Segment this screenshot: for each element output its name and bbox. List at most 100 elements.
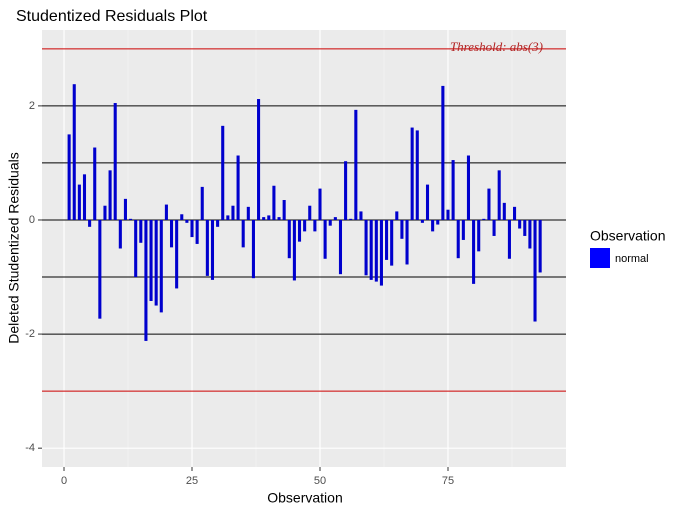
bar xyxy=(134,219,138,278)
y-tick-label: 2 xyxy=(29,100,35,112)
bar xyxy=(523,219,527,236)
bar xyxy=(164,204,168,220)
y-tick-label: -2 xyxy=(25,328,35,340)
bar xyxy=(169,219,174,248)
bar xyxy=(277,217,281,220)
bar xyxy=(118,219,122,249)
bar xyxy=(200,186,204,220)
bar xyxy=(333,217,337,220)
bar xyxy=(216,219,220,227)
x-tick-label: 75 xyxy=(442,475,454,487)
bar xyxy=(410,127,414,220)
bar xyxy=(492,219,496,236)
bar xyxy=(251,219,255,279)
bar xyxy=(308,205,312,220)
bar xyxy=(461,219,465,240)
bar xyxy=(431,219,435,232)
bar xyxy=(246,206,250,220)
x-tick-label: 50 xyxy=(314,475,326,487)
bar xyxy=(400,219,404,239)
x-tick-label: 0 xyxy=(61,475,67,487)
bar xyxy=(477,219,481,252)
bar xyxy=(123,198,127,220)
bar xyxy=(425,184,430,220)
legend-key xyxy=(590,248,610,268)
bar xyxy=(323,219,327,259)
bar xyxy=(185,219,189,223)
bar xyxy=(390,219,394,266)
bar xyxy=(538,219,542,273)
bar xyxy=(420,219,424,223)
bar xyxy=(297,219,302,242)
bar xyxy=(379,219,383,286)
bar xyxy=(139,219,143,243)
bar xyxy=(103,205,107,220)
bar xyxy=(72,84,76,220)
bar xyxy=(108,170,112,220)
bar xyxy=(318,188,322,220)
bar xyxy=(88,219,92,227)
chart-title: Studentized Residuals Plot xyxy=(16,8,208,25)
bar xyxy=(497,170,501,220)
annotation: Threshold: abs(3) xyxy=(450,39,543,54)
bar xyxy=(262,217,266,220)
bar xyxy=(533,219,537,322)
bar xyxy=(441,85,445,220)
bar xyxy=(446,209,450,220)
legend-title: Observation xyxy=(590,228,665,244)
bar xyxy=(338,219,343,275)
bar xyxy=(210,219,215,280)
bar xyxy=(354,109,358,220)
bar xyxy=(175,219,179,289)
x-tick-label: 25 xyxy=(186,475,198,487)
bar xyxy=(159,219,163,313)
bar xyxy=(154,219,158,306)
bar xyxy=(328,219,332,226)
bar xyxy=(456,219,460,259)
y-tick-label: -4 xyxy=(25,442,35,454)
bar xyxy=(195,219,199,244)
bar xyxy=(466,155,471,220)
bar xyxy=(303,219,307,232)
bar xyxy=(451,160,455,220)
bar xyxy=(98,219,102,319)
bar xyxy=(436,219,440,225)
bar xyxy=(236,155,240,220)
bar xyxy=(113,103,117,220)
y-axis-label: Deleted Studentized Residuals xyxy=(6,152,22,343)
bar xyxy=(67,134,71,220)
bar xyxy=(272,185,276,220)
bar xyxy=(221,125,225,220)
bar xyxy=(415,130,419,220)
bar xyxy=(241,219,245,248)
y-tick-label: 0 xyxy=(29,214,35,226)
bar xyxy=(405,219,409,265)
bar xyxy=(518,219,522,229)
bar xyxy=(513,206,517,220)
bar xyxy=(364,219,368,276)
bar xyxy=(144,219,148,341)
legend-label: normal xyxy=(615,253,649,265)
bar xyxy=(231,205,235,220)
bar xyxy=(472,219,476,284)
bar xyxy=(226,215,230,220)
bar xyxy=(149,219,153,301)
bar xyxy=(93,147,97,220)
bar xyxy=(507,219,511,259)
bar xyxy=(292,219,296,281)
bar xyxy=(482,218,486,220)
bar xyxy=(487,188,491,220)
bar xyxy=(313,219,317,232)
bar xyxy=(82,174,87,220)
bar xyxy=(374,219,378,282)
bar xyxy=(287,219,291,259)
bar xyxy=(528,219,532,249)
bar xyxy=(359,211,363,220)
bar xyxy=(190,219,194,238)
bar xyxy=(369,219,373,280)
bar xyxy=(385,219,389,260)
bar xyxy=(395,211,399,220)
bar xyxy=(257,99,261,220)
x-axis-label: Observation xyxy=(267,490,342,506)
